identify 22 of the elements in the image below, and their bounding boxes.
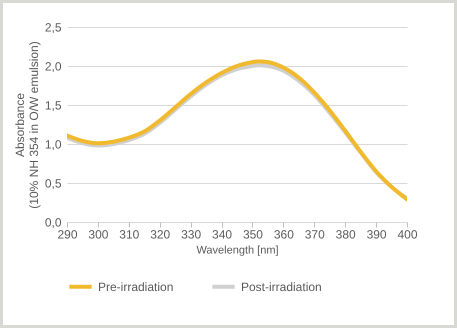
legend-label: Pre-irradiation bbox=[98, 280, 174, 294]
x-tick-label: 370 bbox=[304, 228, 326, 242]
y-axis-title: Absorbance (10% NH 354 in O/W emulsion) bbox=[12, 41, 41, 209]
y-tick-label: 0,0 bbox=[44, 216, 62, 230]
x-tick-label: 310 bbox=[119, 228, 140, 242]
x-tick-label: 380 bbox=[336, 228, 356, 242]
x-axis-title: Wavelength [nm] bbox=[196, 244, 279, 256]
x-tick-label: 340 bbox=[212, 228, 232, 242]
x-tick-label: 360 bbox=[274, 228, 294, 242]
y-tick-label: 1,5 bbox=[44, 98, 62, 112]
y-tick-label: 0,5 bbox=[44, 176, 62, 190]
legend-label: Post-irradiation bbox=[241, 280, 322, 294]
x-tick-label: 290 bbox=[57, 228, 78, 242]
y-tick-label: 2,0 bbox=[44, 60, 62, 74]
x-tick-label: 400 bbox=[397, 228, 418, 242]
x-tick-label: 320 bbox=[150, 228, 171, 242]
x-tick-label: 350 bbox=[242, 228, 264, 242]
y-tick-label: 1,0 bbox=[44, 138, 62, 152]
x-tick-label: 390 bbox=[366, 228, 387, 242]
x-tick-label: 300 bbox=[88, 228, 109, 242]
x-tick-label: 330 bbox=[181, 228, 202, 242]
y-tick-label: 2,5 bbox=[44, 20, 62, 34]
